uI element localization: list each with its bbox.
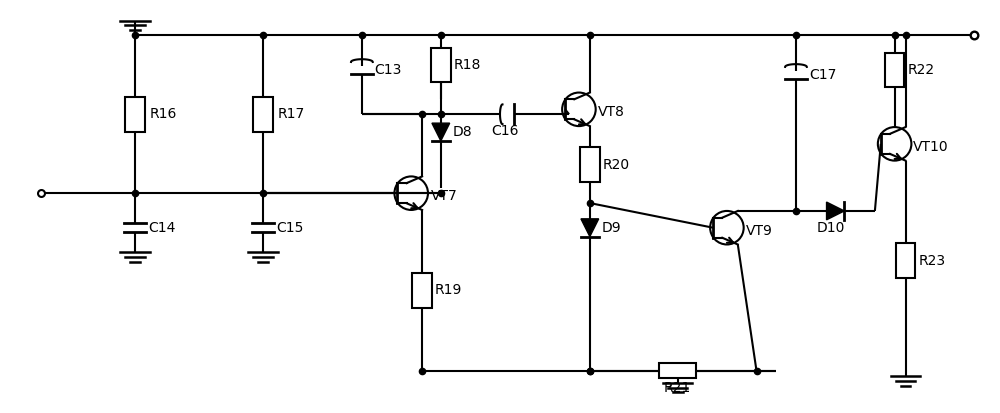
Bar <box>885 52 904 87</box>
Text: VT9: VT9 <box>746 224 773 237</box>
Text: R18: R18 <box>454 58 481 72</box>
Bar <box>253 97 273 131</box>
Polygon shape <box>827 202 844 220</box>
Bar <box>896 244 915 278</box>
Text: R20: R20 <box>603 158 630 171</box>
Text: D8: D8 <box>453 125 472 139</box>
Text: C17: C17 <box>809 68 836 82</box>
Bar <box>125 97 145 131</box>
Text: R21: R21 <box>664 380 691 394</box>
Text: R16: R16 <box>150 107 177 121</box>
Text: VT8: VT8 <box>598 105 625 119</box>
Text: C14: C14 <box>148 221 175 235</box>
Text: D10: D10 <box>816 221 845 235</box>
Text: C13: C13 <box>375 63 402 77</box>
Text: R22: R22 <box>907 63 935 77</box>
Text: C15: C15 <box>276 221 303 235</box>
Text: D9: D9 <box>602 221 621 235</box>
Text: VT10: VT10 <box>913 140 949 154</box>
Text: R23: R23 <box>918 254 945 268</box>
Bar <box>431 47 451 82</box>
Text: C16: C16 <box>491 124 519 138</box>
Bar <box>580 147 600 182</box>
Text: VT7: VT7 <box>431 189 458 203</box>
Bar <box>412 273 432 308</box>
Bar <box>659 363 696 378</box>
Text: R19: R19 <box>435 283 462 297</box>
Text: R17: R17 <box>278 107 305 121</box>
Polygon shape <box>432 123 450 141</box>
Polygon shape <box>581 219 599 237</box>
